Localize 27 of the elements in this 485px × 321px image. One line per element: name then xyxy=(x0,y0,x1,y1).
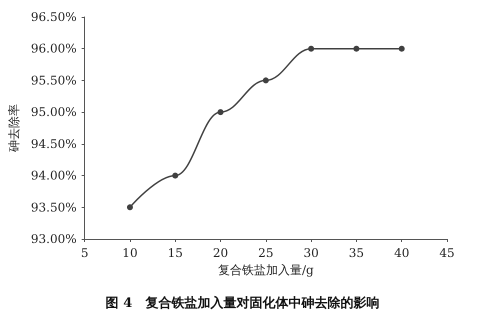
y-tick-label: 93.50% xyxy=(30,200,77,214)
point xyxy=(126,204,133,210)
x-axis-title: 复合铁盐加入量/g xyxy=(218,262,314,277)
x-tick-label: 30 xyxy=(303,246,319,260)
x-tick-label: 45 xyxy=(439,246,455,260)
x-tick-label: 35 xyxy=(348,246,364,260)
point xyxy=(353,46,360,52)
point xyxy=(172,172,178,179)
point xyxy=(398,46,405,52)
y-tick-label: 95.00% xyxy=(30,105,77,120)
y-tick-label: 93.00% xyxy=(30,232,77,246)
text: 图 4 复合铁盐加入量对固化体中砷去除的影响 xyxy=(106,295,380,311)
point xyxy=(218,109,224,116)
x-tick-label: 20 xyxy=(212,246,228,260)
x-tick-label: 40 xyxy=(394,246,410,260)
y-tick-label: 96.00% xyxy=(30,42,77,56)
x-tick-label: 10 xyxy=(122,246,138,260)
x-tick-label: 15 xyxy=(168,246,183,260)
y-tick-label: 94.00% xyxy=(30,168,77,183)
y-axis-title: 砷去除率 xyxy=(7,104,21,153)
y-tick-label: 94.50% xyxy=(30,136,77,151)
x-tick-label: 25 xyxy=(258,246,274,260)
point xyxy=(262,77,269,84)
y-tick-label: 96.50% xyxy=(30,10,77,24)
x-tick-label: 5 xyxy=(80,246,88,260)
y-tick-label: 95.50% xyxy=(30,73,77,88)
point xyxy=(308,46,314,52)
